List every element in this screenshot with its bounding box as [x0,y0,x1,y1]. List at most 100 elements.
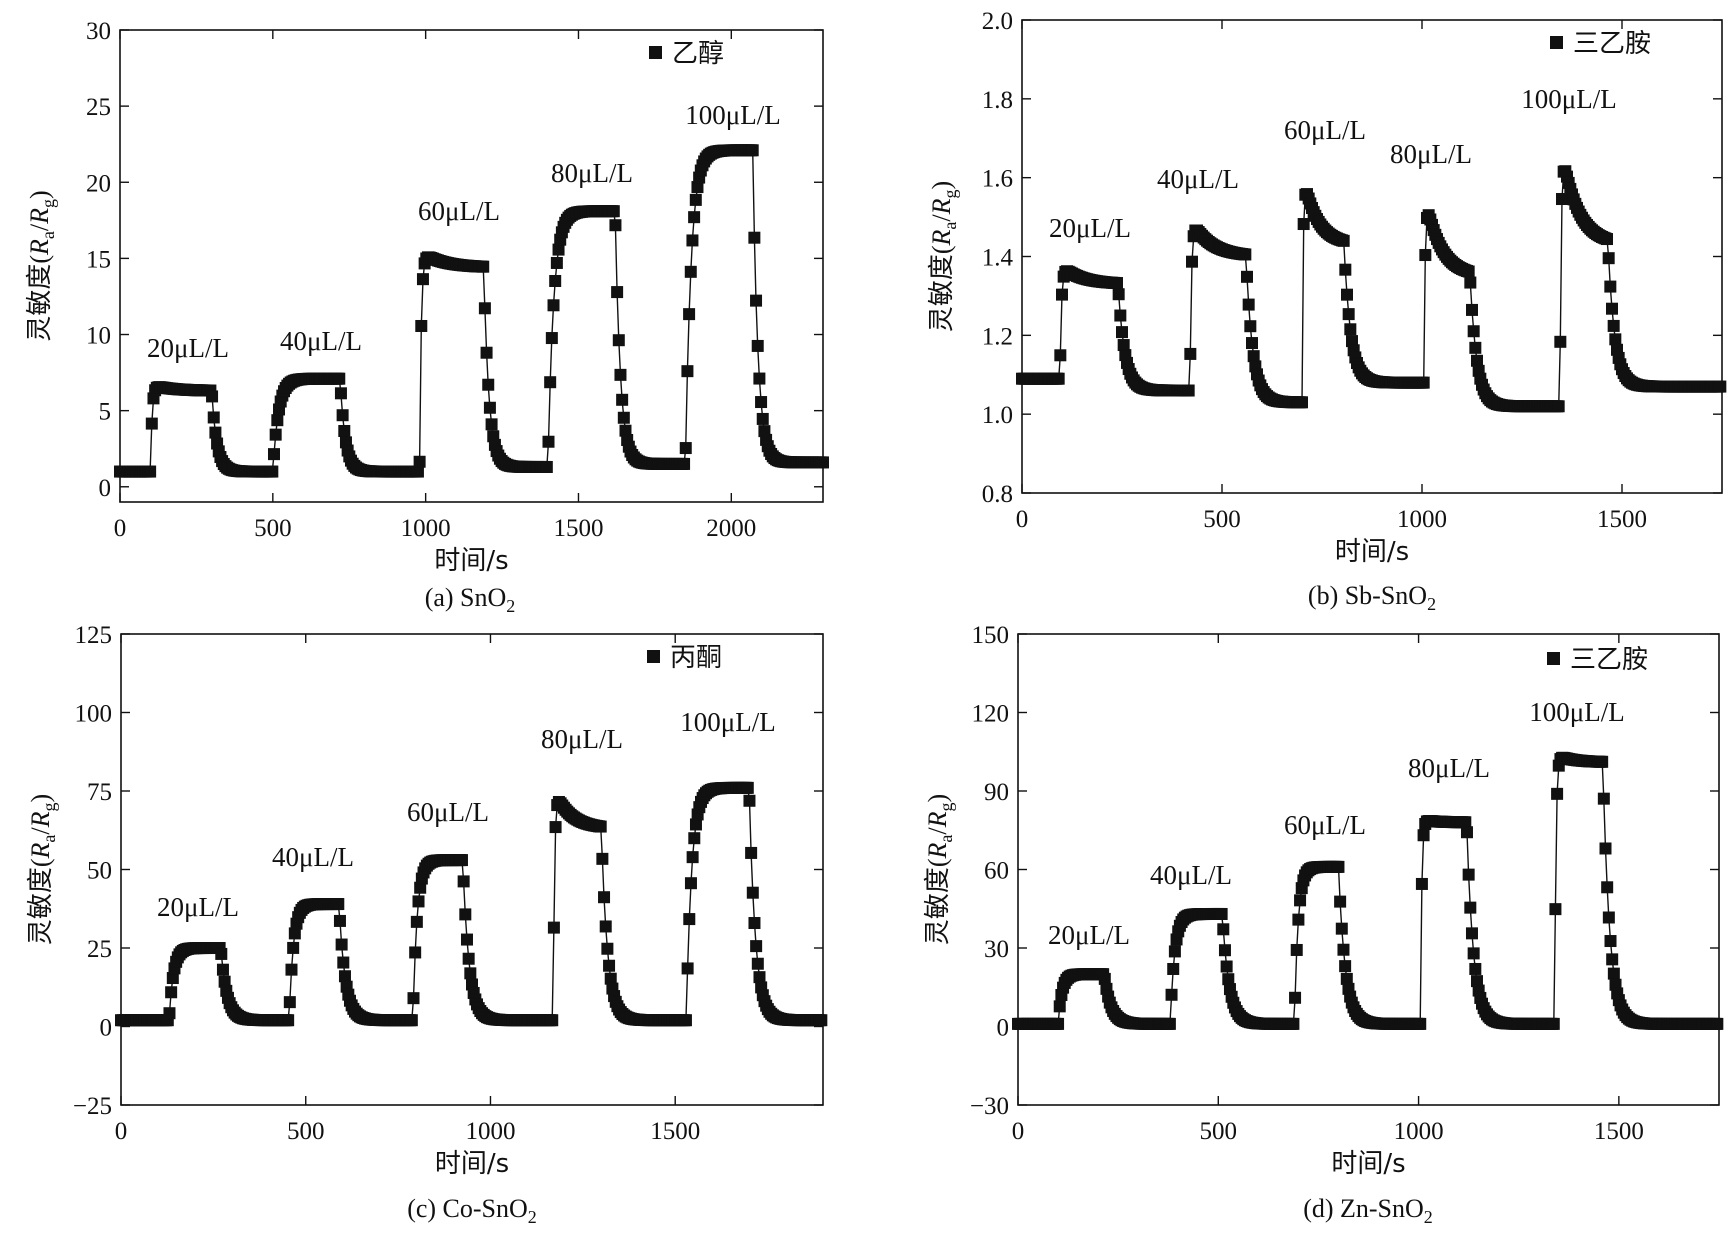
data-point [1607,319,1620,332]
data-point [412,895,425,908]
y-axis-label: 灵敏度(Ra/Rg) [25,190,58,341]
data-point [609,219,622,232]
data-point [547,921,560,934]
concentration-label: 40μL/L [1157,164,1239,194]
data-point [206,390,219,403]
data-point [1052,1017,1065,1030]
y-tick-label: 1.4 [982,245,1014,272]
data-point [599,920,612,933]
data-point [336,409,349,422]
y-tick-label: 10 [86,323,111,350]
data-point [480,346,493,359]
data-point [1184,347,1197,360]
x-axis-label: 时间/s [1331,1149,1405,1179]
y-tick-label: 60 [984,858,1009,885]
y-tick-label: 20 [86,170,111,197]
data-point [283,996,296,1009]
y-tick-label: 0.8 [982,481,1013,508]
data-point [607,205,620,218]
data-point [817,456,829,469]
data-point [1217,923,1230,936]
data-point [1549,903,1562,916]
data-point [288,927,301,940]
data-point [1116,326,1128,339]
concentration-label: 20μL/L [157,892,239,922]
panel-a: 0 500 1000 1500 2000 0 5 10 15 20 25 30 20μL/L 40μL/L… [25,18,829,616]
concentration-label: 40μL/L [280,326,362,356]
legend-marker [1547,652,1560,665]
data-point [282,1014,295,1027]
data-point [1334,895,1347,908]
data-point [596,852,609,865]
panel-caption: (d) Zn-SnO2 [1303,1194,1433,1227]
y-tick-label: 0 [99,475,112,502]
data-point [1052,372,1065,385]
y-axis-label: 灵敏度(Ra/Rg) [927,181,960,332]
data-point [1335,922,1348,935]
data-point [1287,1017,1300,1030]
x-tick-label: 2000 [706,515,756,542]
plot-frame [1021,19,1723,494]
concentration-label: 80μL/L [541,724,623,754]
plot-frame [119,29,824,503]
data-point [478,302,491,315]
y-tick-label: 30 [984,936,1009,963]
data-point [455,854,468,867]
data-point [549,274,562,287]
data-point [1419,249,1432,262]
data-point [460,933,473,946]
data-point [679,442,692,455]
data-point [1292,913,1305,926]
x-tick-label: 500 [287,1118,325,1145]
data-point [1114,309,1127,322]
data-point [285,963,298,976]
data-point [485,418,498,431]
data-point [601,942,614,955]
y-tick-label: 75 [87,779,112,806]
x-tick-label: 0 [1016,506,1029,533]
y-tick-label: 25 [86,94,111,121]
concentration-label: 100μL/L [685,100,780,130]
series-markers [114,144,829,478]
data-point [612,334,625,347]
data-point [269,428,282,441]
data-point [1241,270,1253,283]
data-point [1414,1017,1427,1030]
concentration-label: 20μL/L [1048,920,1130,950]
data-point [1297,218,1310,231]
data-point [1556,193,1568,206]
data-point [684,265,697,278]
data-point [332,898,345,911]
data-point [1465,927,1478,940]
data-point [755,396,768,409]
data-point [1711,1017,1724,1030]
y-tick-label: −30 [970,1093,1009,1120]
data-point [335,938,348,951]
data-point [1417,829,1430,842]
data-point [165,986,178,999]
data-point [616,393,629,406]
y-tick-label: 50 [87,858,112,885]
data-point [1462,265,1475,278]
data-point [1714,380,1727,393]
data-point [464,967,477,980]
data-point [1112,288,1125,301]
data-point [414,881,427,894]
data-point [1469,341,1482,354]
data-point [407,992,420,1005]
data-point [750,940,763,953]
data-point [166,972,179,985]
data-point [1167,962,1180,975]
concentration-label: 100μL/L [1521,84,1616,114]
data-point [267,448,280,461]
data-point [1466,303,1478,316]
data-point [1346,335,1358,348]
data-point [544,376,557,389]
data-point [619,424,632,437]
x-tick-label: 500 [254,515,292,542]
series-markers [1016,165,1727,413]
data-point [333,914,346,927]
data-point [1471,354,1483,367]
x-tick-label: 1000 [401,515,451,542]
